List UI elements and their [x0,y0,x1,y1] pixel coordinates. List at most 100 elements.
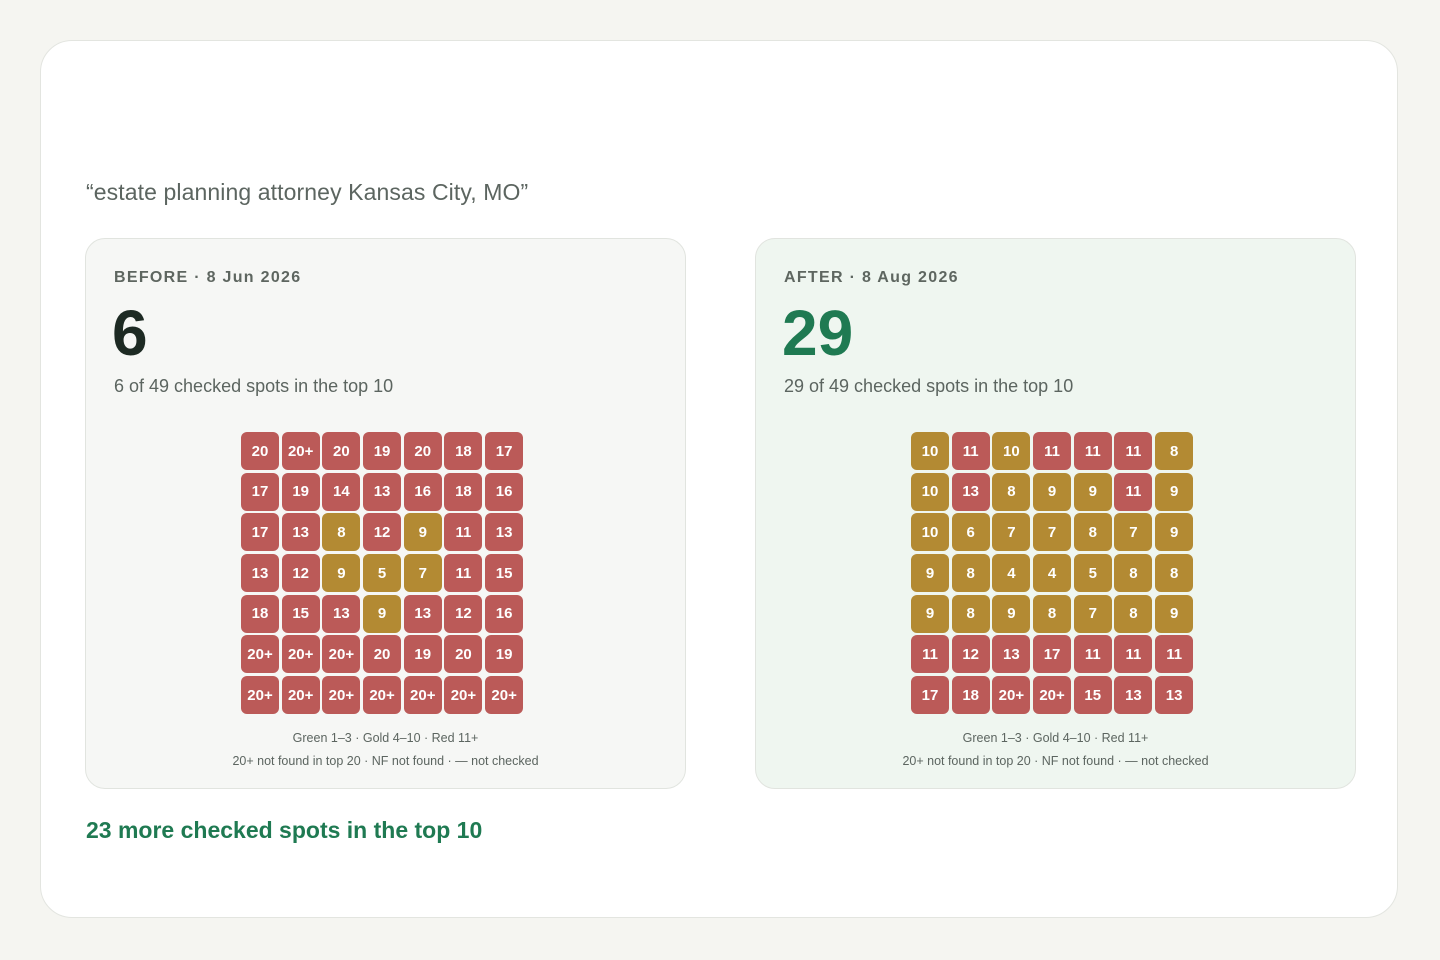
after-panel: AFTER · 8 Aug 2026 29 29 of 49 checked s… [755,238,1356,789]
before-count: 6 [112,297,148,369]
rank-cell: 13 [281,513,320,552]
rank-cell: 4 [992,554,1031,593]
rank-cell: 18 [951,676,990,715]
rank-cell: 8 [1033,594,1072,633]
rank-cell: 18 [241,594,279,633]
before-legend-codes: 20+ not found in top 20 · NF not found ·… [232,754,539,768]
before-panel: BEFORE · 8 Jun 2026 6 6 of 49 checked sp… [85,238,686,789]
rank-cell: 20+ [403,676,442,715]
before-legend-colors: Green 1–3 · Gold 4–10 · Red 11+ [292,731,479,745]
rank-cell: 8 [322,513,361,552]
rank-cell: 13 [403,594,442,633]
rank-cell: 11 [444,554,483,593]
rank-cell: 17 [485,432,524,470]
rank-cell: 11 [444,513,483,552]
rank-cell: 20+ [281,676,320,715]
rank-cell: 20+ [281,432,320,470]
rank-cell: 16 [485,472,524,511]
rank-cell: 20 [241,432,279,470]
rank-cell: 15 [281,594,320,633]
rank-cell: 8 [951,594,990,633]
rank-cell: 20 [403,432,442,470]
rank-cell: 8 [951,554,990,593]
after-count: 29 [782,297,854,369]
rank-cell: 11 [911,635,949,674]
rank-cell: 9 [403,513,442,552]
search-keyword: “estate planning attorney Kansas City, M… [86,179,529,205]
rank-cell: 5 [1073,554,1112,593]
rank-cell: 17 [241,472,279,511]
rank-cell: 13 [322,594,361,633]
rank-cell: 11 [1033,432,1072,470]
rank-cell: 20+ [281,635,320,674]
rank-cell: 20+ [322,635,361,674]
rank-cell: 11 [1114,432,1153,470]
rank-cell: 9 [911,594,949,633]
rank-cell: 10 [911,513,949,552]
after-subtitle: 29 of 49 checked spots in the top 10 [784,376,1074,396]
rank-cell: 13 [485,513,524,552]
rank-cell: 8 [1073,513,1112,552]
rank-cell: 10 [911,472,949,511]
rank-cell: 9 [363,594,402,633]
rank-cell: 20+ [241,676,279,715]
rank-cell: 4 [1033,554,1072,593]
rank-cell: 15 [485,554,524,593]
improvement-summary: 23 more checked spots in the top 10 [86,817,483,843]
before-label: BEFORE · 8 Jun 2026 [114,269,302,286]
rank-cell: 7 [1114,513,1153,552]
rank-cell: 13 [1155,676,1194,715]
rank-cell: 8 [1114,594,1153,633]
rank-cell: 6 [951,513,990,552]
rank-cell: 19 [485,635,524,674]
rank-cell: 19 [281,472,320,511]
rank-cell: 20+ [444,676,483,715]
rank-cell: 20 [444,635,483,674]
rank-cell: 11 [951,432,990,470]
after-rank-grid: 10 11 10 11 11 11 8 10 13 8 9 9 11 9 10 6 7 7 8 7 9 9 8 4 4 5 8 8 9 8… [911,432,1195,715]
rank-cell: 9 [1155,472,1194,511]
report-card: “estate planning attorney Kansas City, M… [40,40,1398,918]
rank-cell: 7 [1073,594,1112,633]
rank-cell: 10 [911,432,949,470]
rank-cell: 7 [403,554,442,593]
rank-cell: 11 [1114,635,1153,674]
rank-cell: 9 [1033,472,1072,511]
rank-cell: 14 [322,472,361,511]
rank-cell: 8 [1114,554,1153,593]
rank-cell: 8 [1155,432,1194,470]
rank-cell: 19 [363,432,402,470]
rank-cell: 17 [911,676,949,715]
rank-cell: 17 [1033,635,1072,674]
rank-cell: 11 [1155,635,1194,674]
rank-cell: 17 [241,513,279,552]
rank-cell: 9 [911,554,949,593]
rank-cell: 9 [1155,594,1194,633]
rank-cell: 20+ [363,676,402,715]
rank-cell: 13 [951,472,990,511]
rank-cell: 10 [992,432,1031,470]
rank-cell: 20 [322,432,361,470]
after-legend-colors: Green 1–3 · Gold 4–10 · Red 11+ [962,731,1149,745]
rank-cell: 9 [992,594,1031,633]
rank-cell: 13 [241,554,279,593]
rank-cell: 20+ [1033,676,1072,715]
rank-cell: 11 [1114,472,1153,511]
before-subtitle: 6 of 49 checked spots in the top 10 [114,376,394,396]
rank-cell: 20+ [485,676,524,715]
rank-cell: 18 [444,472,483,511]
after-legend-codes: 20+ not found in top 20 · NF not found ·… [902,754,1209,768]
rank-cell: 7 [1033,513,1072,552]
rank-cell: 13 [363,472,402,511]
rank-cell: 8 [992,472,1031,511]
rank-cell: 20+ [322,676,361,715]
rank-cell: 12 [951,635,990,674]
rank-cell: 16 [403,472,442,511]
rank-cell: 13 [992,635,1031,674]
rank-cell: 12 [281,554,320,593]
before-rank-grid: 20 20+ 20 19 20 18 17 17 19 14 13 16 18 16 17 13 8 12 9 11 1… [241,432,525,715]
rank-cell: 12 [444,594,483,633]
rank-cell: 8 [1155,554,1194,593]
rank-cell: 16 [485,594,524,633]
rank-cell: 12 [363,513,402,552]
